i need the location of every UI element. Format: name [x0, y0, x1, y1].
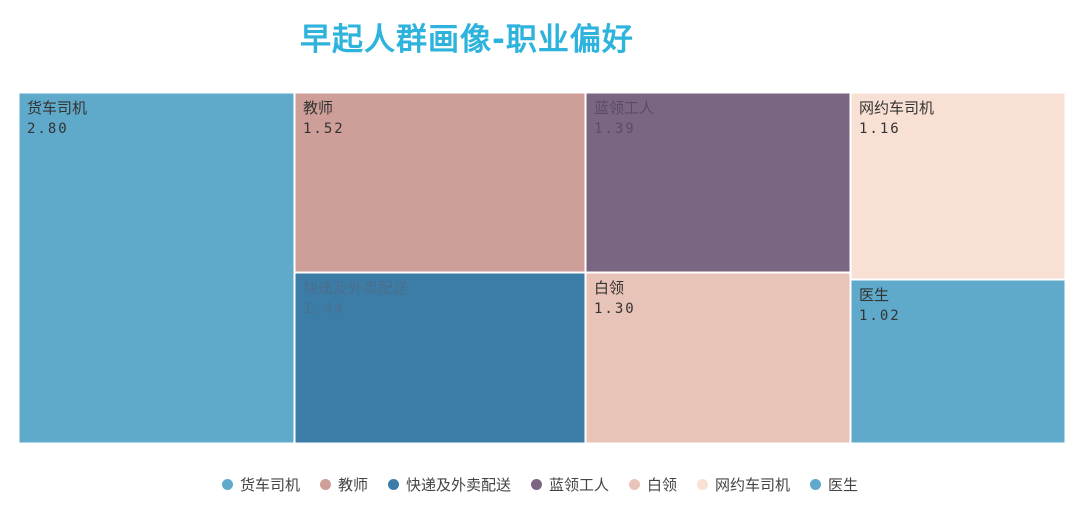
- chart-title: 早起人群画像-职业偏好: [300, 22, 634, 58]
- treemap-value: 1.44: [303, 301, 345, 317]
- treemap-rect: [585, 272, 851, 444]
- treemap-cell-3: 蓝领工人 1.39: [585, 92, 851, 273]
- legend-label: 蓝领工人: [548, 476, 609, 494]
- treemap-rect: [850, 92, 1066, 280]
- legend-marker-icon: [810, 479, 822, 490]
- legend-label: 教师: [337, 476, 368, 494]
- legend-label: 医生: [828, 476, 859, 494]
- legend-item[interactable]: 蓝领工人: [530, 474, 609, 495]
- treemap-label: 医生: [859, 286, 889, 304]
- treemap-cell-6: 医生 1.02: [850, 279, 1066, 444]
- treemap-cell-4: 白领 1.30: [585, 272, 851, 444]
- treemap-value: 2.80: [27, 121, 69, 137]
- treemap-value: 1.02: [859, 308, 901, 324]
- legend-item[interactable]: 教师: [319, 474, 368, 495]
- treemap-label: 教师: [303, 99, 333, 117]
- legend-label: 白领: [647, 476, 678, 494]
- treemap-cell-0: 货车司机 2.80: [18, 92, 295, 444]
- legend-item[interactable]: 快递及外卖配送: [387, 474, 511, 495]
- treemap-rect: [585, 92, 851, 273]
- legend-marker-icon: [387, 479, 399, 490]
- legend-marker-icon: [319, 479, 331, 490]
- legend-marker-icon: [629, 479, 640, 490]
- treemap-value: 1.16: [859, 121, 901, 137]
- treemap-label: 蓝领工人: [594, 99, 654, 117]
- legend-item[interactable]: 医生: [810, 474, 858, 495]
- treemap-rect: [294, 272, 586, 444]
- treemap-rect: [294, 92, 586, 273]
- treemap-cell-1: 教师 1.52: [294, 92, 586, 273]
- legend: 货车司机 教师 快递及外卖配送 蓝领工人 白领 网约车司机 医生: [0, 474, 1080, 495]
- treemap-value: 1.52: [303, 121, 345, 137]
- treemap-value: 1.30: [594, 301, 636, 317]
- legend-label: 网约车司机: [715, 476, 791, 494]
- treemap-label: 网约车司机: [859, 99, 934, 117]
- legend-label: 货车司机: [239, 476, 300, 494]
- treemap-rect: [850, 279, 1066, 444]
- treemap-cell-2: 快递及外卖配送 1.44: [294, 272, 586, 444]
- treemap-label: 快递及外卖配送: [303, 279, 408, 297]
- legend-label: 快递及外卖配送: [405, 476, 511, 494]
- legend-marker-icon: [221, 479, 233, 490]
- legend-marker-icon: [530, 479, 542, 490]
- treemap-label: 货车司机: [27, 99, 87, 117]
- legend-item[interactable]: 货车司机: [221, 474, 300, 495]
- treemap-value: 1.39: [594, 121, 636, 137]
- treemap-cell-5: 网约车司机 1.16: [850, 92, 1066, 280]
- legend-marker-icon: [697, 479, 709, 490]
- treemap-chart: 货车司机 2.80 教师 1.52 快递及外卖配送 1.44 蓝领工人 1.39 白领 1.30 网…: [18, 92, 1066, 444]
- treemap-label: 白领: [594, 279, 624, 297]
- treemap-rect: [18, 92, 295, 444]
- legend-item[interactable]: 网约车司机: [697, 474, 790, 495]
- legend-item[interactable]: 白领: [629, 474, 677, 495]
